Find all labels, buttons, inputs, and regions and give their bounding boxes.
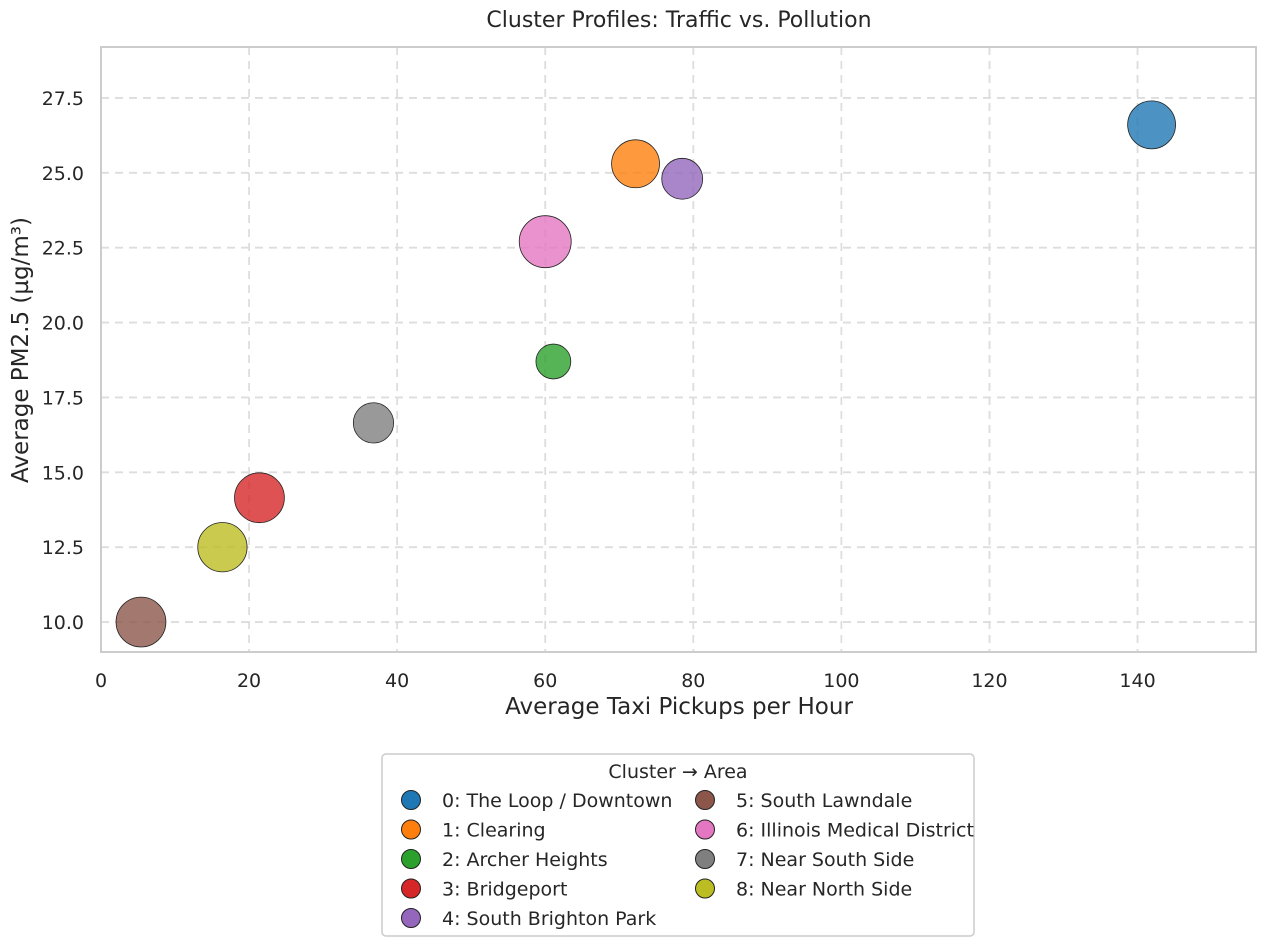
x-tick-label: 80 <box>681 670 705 692</box>
cluster-point-5 <box>115 596 167 648</box>
cluster-point-4 <box>661 157 704 200</box>
x-tick-label: 120 <box>971 670 1007 692</box>
x-axis-ticks: 0 20 40 60 80 100 120 140 <box>95 670 1156 692</box>
legend-marker <box>695 878 715 899</box>
cluster-point-8 <box>197 522 248 573</box>
y-tick-label: 22.5 <box>42 238 84 260</box>
x-tick-label: 0 <box>95 670 107 692</box>
chart-title: Cluster Profiles: Traffic vs. Pollution <box>486 8 871 33</box>
legend-label: 3: Bridgeport <box>442 879 567 901</box>
legend-title: Cluster → Area <box>608 761 747 783</box>
x-tick-label: 60 <box>533 670 557 692</box>
legend-marker <box>401 819 421 840</box>
legend-label: 0: The Loop / Downtown <box>442 790 672 812</box>
y-tick-label: 20.0 <box>42 313 84 335</box>
data-points <box>115 100 1176 648</box>
legend-marker <box>401 849 421 869</box>
y-tick-label: 17.5 <box>42 387 84 409</box>
legend-marker <box>401 878 421 899</box>
x-tick-label: 40 <box>385 670 409 692</box>
x-axis-label: Average Taxi Pickups per Hour <box>505 694 853 720</box>
legend-marker <box>401 908 421 928</box>
cluster-point-0 <box>1127 100 1176 150</box>
legend-label: 6: Illinois Medical District <box>736 820 974 842</box>
plot-area-frame <box>100 46 1257 653</box>
legend-label: 5: South Lawndale <box>736 790 912 812</box>
y-axis-ticks: 10.0 12.5 15.0 17.5 20.0 22.5 25.0 27.5 <box>42 88 84 634</box>
legend-marker <box>401 790 421 810</box>
y-tick-label: 10.0 <box>42 612 84 634</box>
y-axis-label: Average PM2.5 (µg/m³) <box>8 217 34 483</box>
grid-lines <box>101 47 1256 652</box>
legend-label: 1: Clearing <box>442 820 546 842</box>
cluster-point-1 <box>611 139 660 189</box>
legend-marker <box>695 819 715 840</box>
legend: Cluster → Area 0: The Loop / Downtown 1: … <box>381 753 975 937</box>
x-tick-label: 100 <box>823 670 859 692</box>
cluster-point-7 <box>352 402 395 444</box>
legend-marker <box>695 849 715 869</box>
y-tick-label: 27.5 <box>42 88 84 110</box>
cluster-point-2 <box>535 343 572 380</box>
y-tick-label: 25.0 <box>42 163 84 185</box>
y-tick-label: 15.0 <box>42 462 84 484</box>
cluster-point-3 <box>234 472 285 524</box>
legend-box <box>381 753 975 937</box>
legend-label: 2: Archer Heights <box>442 849 608 871</box>
cluster-point-6 <box>518 215 572 269</box>
legend-marker <box>695 790 715 810</box>
legend-label: 4: South Brighton Park <box>442 908 656 930</box>
x-tick-label: 20 <box>237 670 261 692</box>
x-tick-label: 140 <box>1119 670 1155 692</box>
legend-label: 8: Near North Side <box>736 879 912 901</box>
legend-entries: 0: The Loop / Downtown 1: Clearing 2: Arch… <box>401 790 974 930</box>
y-tick-label: 12.5 <box>42 537 84 559</box>
legend-label: 7: Near South Side <box>736 849 914 871</box>
